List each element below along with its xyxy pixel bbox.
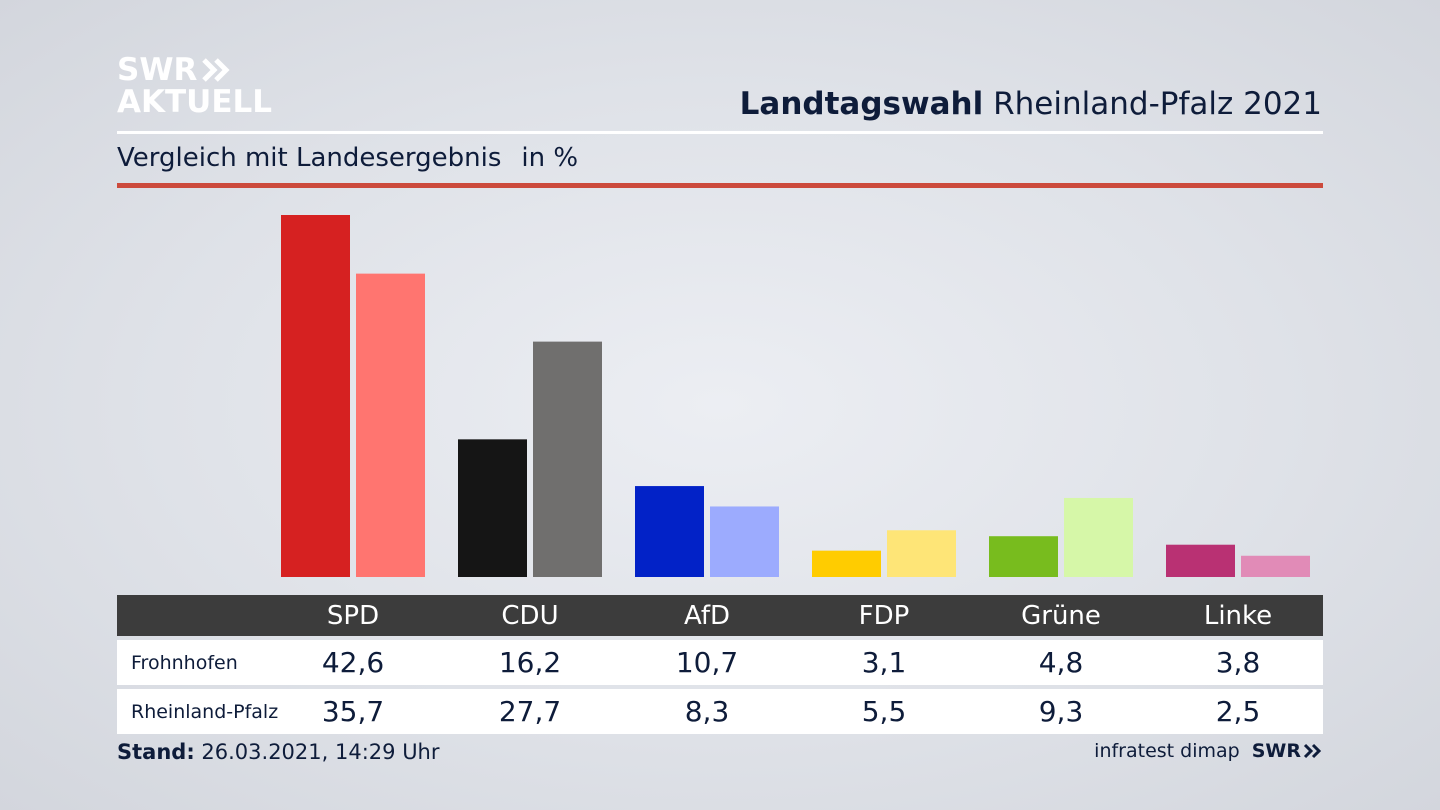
column-header-cdu: CDU xyxy=(501,600,559,631)
bar-fdp-rheinland-pfalz xyxy=(887,530,956,577)
column-header-fdp: FDP xyxy=(858,600,910,631)
column-header-linke: Linke xyxy=(1203,600,1273,631)
table-row-frohnhofen: Frohnhofen 42,6 16,2 10,7 3,1 4,8 3,8 xyxy=(117,640,1323,685)
chart-title: Landtagswahl Rheinland-Pfalz 2021 xyxy=(740,86,1322,122)
value-rheinland-pfalz-fdp: 5,5 xyxy=(861,695,907,728)
bar-linke-frohnhofen xyxy=(1166,544,1235,577)
chart-title-bold: Landtagswahl xyxy=(739,86,984,122)
bar-gruene-rheinland-pfalz xyxy=(1064,497,1133,577)
value-frohnhofen-cdu: 16,2 xyxy=(498,646,562,679)
subtitle-unit: in % xyxy=(521,143,579,173)
chart-title-rest: Rheinland-Pfalz 2021 xyxy=(993,86,1322,122)
row-label-frohnhofen: Frohnhofen xyxy=(131,651,238,674)
bar-afd-frohnhofen xyxy=(635,486,704,577)
bar-spd-rheinland-pfalz xyxy=(356,273,425,577)
value-rheinland-pfalz-linke: 2,5 xyxy=(1215,695,1261,728)
column-header-spd: SPD xyxy=(326,600,380,631)
source-credit: infratest dimap SWR xyxy=(1094,740,1323,762)
source-text: infratest dimap xyxy=(1094,740,1240,762)
logo-line-1: SWR xyxy=(117,52,198,88)
value-rheinland-pfalz-spd: 35,7 xyxy=(321,695,385,728)
subtitle-text: Vergleich mit Landesergebnis xyxy=(117,143,502,173)
table-header-row: SPD CDU AfD FDP Grüne Linke xyxy=(117,595,1323,636)
value-frohnhofen-gruene: 4,8 xyxy=(1038,646,1084,679)
chart-subtitle: Vergleich mit Landesergebnis in % xyxy=(117,143,578,173)
value-frohnhofen-linke: 3,8 xyxy=(1215,646,1261,679)
bar-gruene-frohnhofen xyxy=(989,536,1058,577)
value-frohnhofen-fdp: 3,1 xyxy=(861,646,907,679)
logo-line-2: AKTUELL xyxy=(117,84,273,120)
accent-divider xyxy=(117,183,1323,188)
value-frohnhofen-spd: 42,6 xyxy=(321,646,385,679)
column-header-gruene: Grüne xyxy=(1021,600,1101,631)
footer-swr-logo: SWR xyxy=(1252,740,1323,762)
bar-cdu-rheinland-pfalz xyxy=(533,341,602,577)
timestamp: Stand: 26.03.2021, 14:29 Uhr xyxy=(117,740,440,764)
row-label-rheinland-pfalz: Rheinland-Pfalz xyxy=(131,700,279,723)
double-chevron-right-icon xyxy=(201,58,231,82)
double-chevron-right-icon xyxy=(1303,743,1322,759)
bar-cdu-frohnhofen xyxy=(458,439,527,577)
value-rheinland-pfalz-gruene: 9,3 xyxy=(1038,695,1084,728)
value-frohnhofen-afd: 10,7 xyxy=(675,646,739,679)
value-rheinland-pfalz-cdu: 27,7 xyxy=(498,695,562,728)
stand-label: Stand: xyxy=(117,740,195,764)
bar-chart xyxy=(281,215,1310,577)
bar-spd-frohnhofen xyxy=(281,215,350,577)
bar-fdp-frohnhofen xyxy=(812,550,881,577)
column-header-afd: AfD xyxy=(683,600,731,631)
footer-brand: SWR xyxy=(1251,740,1301,762)
bar-linke-rheinland-pfalz xyxy=(1241,555,1310,577)
stand-value: 26.03.2021, 14:29 Uhr xyxy=(201,740,440,764)
value-rheinland-pfalz-afd: 8,3 xyxy=(684,695,730,728)
bar-afd-rheinland-pfalz xyxy=(710,506,779,577)
header-divider xyxy=(117,131,1323,134)
swr-aktuell-logo: SWR AKTUELL xyxy=(117,54,272,118)
table-row-rheinland-pfalz: Rheinland-Pfalz 35,7 27,7 8,3 5,5 9,3 2,5 xyxy=(117,689,1323,734)
results-table: SPD CDU AfD FDP Grüne Linke Frohnhofen 42,6 16… xyxy=(117,595,1323,734)
